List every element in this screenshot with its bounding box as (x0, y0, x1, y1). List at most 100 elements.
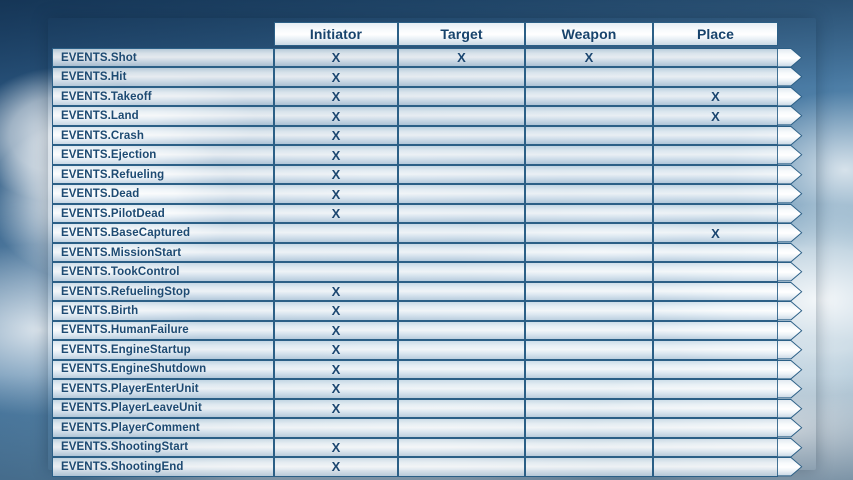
row-label-cell: EVENTS.HumanFailure (52, 320, 274, 341)
table-row[interactable]: EVENTS.Refueling X (52, 164, 812, 185)
cell-place (653, 320, 778, 341)
cell-initiator: X (274, 301, 398, 321)
cell-target (398, 398, 525, 419)
table-row[interactable]: EVENTS.Birth X (52, 301, 812, 321)
row-arrow-tip-icon (777, 223, 803, 243)
check-mark-x: X (331, 361, 341, 377)
cell-weapon (525, 379, 653, 399)
table-row[interactable]: EVENTS.TookControl (52, 262, 812, 282)
row-label-cell: EVENTS.Birth (52, 301, 274, 321)
table-row[interactable]: EVENTS.RefuelingStop X (52, 281, 812, 302)
table-row[interactable]: EVENTS.Hit X (52, 67, 812, 87)
cell-weapon (525, 398, 653, 419)
cell-place (653, 48, 778, 68)
cell-place (653, 184, 778, 204)
cell-weapon (525, 125, 653, 146)
check-mark-x: X (331, 459, 341, 475)
table-row[interactable]: EVENTS.ShootingEnd X (52, 457, 812, 477)
check-mark-x: X (331, 89, 341, 105)
cell-weapon (525, 281, 653, 302)
table-row[interactable]: EVENTS.Ejection X (52, 145, 812, 165)
table-row[interactable]: EVENTS.MissionStart (52, 242, 812, 263)
cell-weapon (525, 340, 653, 360)
check-mark-x: X (331, 128, 341, 144)
table-row[interactable]: EVENTS.PilotDead X (52, 203, 812, 224)
cell-initiator: X (274, 398, 398, 419)
cell-weapon (525, 67, 653, 87)
cell-initiator (274, 262, 398, 282)
table-row[interactable]: EVENTS.PlayerComment (52, 418, 812, 438)
header-row-label-spacer (52, 22, 274, 46)
cell-initiator: X (274, 145, 398, 165)
cell-target (398, 164, 525, 185)
row-arrow-tip-icon (777, 437, 803, 458)
cell-target (398, 203, 525, 224)
row-arrow-tip-icon (777, 125, 803, 146)
cell-weapon (525, 359, 653, 380)
check-mark-x: X (331, 167, 341, 183)
cell-weapon (525, 301, 653, 321)
row-arrow-tip-icon (777, 359, 803, 380)
table-row[interactable]: EVENTS.Land X X (52, 106, 812, 126)
column-header-place[interactable]: Place (653, 22, 778, 46)
row-label-cell: EVENTS.MissionStart (52, 242, 274, 263)
row-arrow-tip-icon (777, 301, 803, 321)
cell-initiator: X (274, 281, 398, 302)
row-label-cell: EVENTS.RefuelingStop (52, 281, 274, 302)
cell-weapon (525, 437, 653, 458)
row-arrow-tip-icon (777, 398, 803, 419)
table-row[interactable]: EVENTS.Takeoff X X (52, 86, 812, 107)
row-label-cell: EVENTS.PilotDead (52, 203, 274, 224)
cell-weapon (525, 457, 653, 477)
column-header-target[interactable]: Target (398, 22, 525, 46)
cell-place (653, 398, 778, 419)
cell-weapon (525, 223, 653, 243)
table-row[interactable]: EVENTS.BaseCaptured X (52, 223, 812, 243)
cell-weapon (525, 262, 653, 282)
check-mark-x: X (331, 206, 341, 222)
table-row[interactable]: EVENTS.HumanFailure X (52, 320, 812, 341)
check-mark-x: X (331, 342, 341, 358)
row-arrow-tip-icon (777, 320, 803, 341)
table-body: EVENTS.Shot X X X EVENTS.Hit X EVENTS.Takeoff X… (52, 48, 812, 477)
table-row[interactable]: EVENTS.ShootingStart X (52, 437, 812, 458)
row-label-cell: EVENTS.Ejection (52, 145, 274, 165)
cell-initiator: X (274, 203, 398, 224)
row-label-cell: EVENTS.Land (52, 106, 274, 126)
row-label-cell: EVENTS.PlayerComment (52, 418, 274, 438)
row-arrow-tip-icon (777, 340, 803, 360)
table-row[interactable]: EVENTS.Shot X X X (52, 48, 812, 68)
cell-initiator: X (274, 164, 398, 185)
cell-place (653, 418, 778, 438)
cell-initiator: X (274, 359, 398, 380)
row-label-cell: EVENTS.EngineShutdown (52, 359, 274, 380)
row-arrow-tip-icon (777, 379, 803, 399)
cell-initiator (274, 242, 398, 263)
table-row[interactable]: EVENTS.Crash X (52, 125, 812, 146)
row-label-cell: EVENTS.EngineStartup (52, 340, 274, 360)
check-mark-x: X (331, 400, 341, 416)
cell-target (398, 184, 525, 204)
check-mark-x: X (331, 69, 341, 85)
cell-target (398, 67, 525, 87)
table-row[interactable]: EVENTS.EngineShutdown X (52, 359, 812, 380)
table-row[interactable]: EVENTS.Dead X (52, 184, 812, 204)
column-header-weapon[interactable]: Weapon (525, 22, 653, 46)
cell-weapon (525, 242, 653, 263)
cell-target (398, 320, 525, 341)
cell-target (398, 145, 525, 165)
cell-place (653, 125, 778, 146)
column-header-initiator[interactable]: Initiator (274, 22, 398, 46)
table-row[interactable]: EVENTS.PlayerEnterUnit X (52, 379, 812, 399)
check-mark-x: X (331, 322, 341, 338)
row-arrow-tip-icon (777, 86, 803, 107)
table-row[interactable]: EVENTS.PlayerLeaveUnit X (52, 398, 812, 419)
row-label-cell: EVENTS.PlayerEnterUnit (52, 379, 274, 399)
row-label-cell: EVENTS.Dead (52, 184, 274, 204)
row-label-cell: EVENTS.Hit (52, 67, 274, 87)
check-mark-x: X (711, 89, 720, 105)
row-arrow-tip-icon (777, 164, 803, 185)
table-row[interactable]: EVENTS.EngineStartup X (52, 340, 812, 360)
row-label-cell: EVENTS.BaseCaptured (52, 223, 274, 243)
cell-target (398, 359, 525, 380)
